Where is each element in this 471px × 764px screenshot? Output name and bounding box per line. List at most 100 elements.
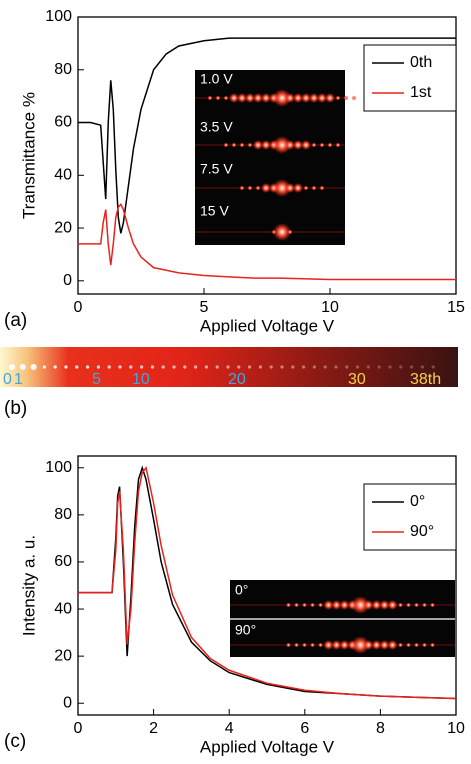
diffraction-spot <box>273 89 291 107</box>
x-tick-label: 2 <box>149 720 158 737</box>
diffraction-spot <box>335 95 341 101</box>
diffraction-spot <box>422 602 427 608</box>
diffraction-spot <box>237 93 247 103</box>
diffraction-spot <box>229 93 239 103</box>
diffraction-spot <box>430 642 435 648</box>
diffraction-spot <box>215 365 219 369</box>
order-label: 38th <box>410 371 441 388</box>
order-label: 20 <box>228 371 246 388</box>
diffraction-spot <box>253 93 263 103</box>
x-tick-label: 5 <box>200 299 209 316</box>
diffraction-spot <box>215 95 221 101</box>
diffraction-spot <box>42 365 47 369</box>
diffraction-spot <box>379 640 390 650</box>
y-tick-label: 0 <box>63 272 72 289</box>
x-tick-label: 10 <box>447 720 465 737</box>
diffraction-spot <box>245 93 255 103</box>
diffraction-spot <box>231 142 237 148</box>
x-tick-label: 0 <box>74 720 83 737</box>
diffraction-spot <box>285 93 295 103</box>
inset-label: 7.5 V <box>200 161 233 177</box>
diffraction-spot <box>96 365 100 369</box>
diffraction-spot <box>398 602 403 608</box>
diffraction-spot <box>327 142 333 148</box>
data-line <box>78 203 456 281</box>
diffraction-spot <box>285 140 295 150</box>
diffraction-spot <box>140 365 144 369</box>
diffraction-spot <box>317 93 327 103</box>
diffraction-spot <box>310 602 315 608</box>
diffraction-spot <box>302 642 307 648</box>
y-tick-label: 0 <box>63 694 72 711</box>
diffraction-spot <box>312 365 316 369</box>
x-tick-label: 8 <box>376 720 385 737</box>
y-tick-label: 80 <box>54 506 72 523</box>
legend-label: 1st <box>410 84 432 101</box>
diffraction-spot <box>64 365 68 369</box>
order-label: 5 <box>92 371 101 388</box>
diffraction-spot <box>387 640 398 650</box>
diffraction-spot <box>287 229 293 235</box>
y-tick-label: 60 <box>54 114 72 131</box>
diffraction-spot <box>310 642 315 648</box>
diffraction-spot <box>294 642 299 648</box>
x-axis-title: Applied Voltage V <box>200 316 335 335</box>
diffraction-spot <box>430 602 435 608</box>
diffraction-spot <box>294 602 299 608</box>
diffraction-spot <box>377 365 381 369</box>
diffraction-spot <box>285 183 295 193</box>
diffraction-spot <box>323 600 334 610</box>
diffraction-spot <box>406 602 411 608</box>
inset-label: 15 V <box>200 203 229 219</box>
diffraction-spot <box>150 365 154 369</box>
diffraction-spot <box>223 95 229 101</box>
data-line <box>78 37 456 234</box>
inset-label: 90° <box>235 622 256 638</box>
diffraction-spot <box>371 600 382 610</box>
panel-label: (c) <box>4 731 26 752</box>
diffraction-spot <box>226 365 230 369</box>
diffraction-spot <box>194 365 198 369</box>
diffraction-spot <box>207 95 213 101</box>
x-tick-label: 15 <box>447 299 465 316</box>
diffraction-spot <box>204 365 208 369</box>
panel-label: (a) <box>4 310 27 331</box>
diffraction-spot <box>107 365 111 369</box>
diffraction-spot <box>172 365 176 369</box>
diffraction-spot <box>388 365 392 369</box>
diffraction-spot <box>223 142 229 148</box>
plot-frame <box>77 455 457 716</box>
x-tick-label: 10 <box>321 299 339 316</box>
diffraction-spot <box>319 185 325 191</box>
diffraction-spot <box>414 642 419 648</box>
diffraction-spot <box>302 365 306 369</box>
y-axis-title: Transmittance % <box>19 92 38 219</box>
panel-label: (b) <box>4 398 27 419</box>
legend-box <box>363 483 457 551</box>
diffraction-spot <box>129 365 133 369</box>
diffraction-spot <box>118 365 122 369</box>
diffraction-spot <box>273 223 291 241</box>
diffraction-spot <box>293 183 303 193</box>
diffraction-spot <box>371 640 382 650</box>
diffraction-spot <box>247 185 253 191</box>
diffraction-spot <box>334 365 338 369</box>
diffraction-spot <box>86 365 90 369</box>
diffraction-spot <box>161 365 165 369</box>
x-tick-label: 4 <box>225 720 234 737</box>
diffraction-spot <box>291 365 295 369</box>
diffraction-spot <box>53 365 57 369</box>
diffraction-spot <box>75 365 79 369</box>
order-label: 10 <box>132 371 150 388</box>
diffraction-spot <box>301 140 311 150</box>
diffraction-spot <box>351 95 357 101</box>
order-label: 0 <box>3 371 12 388</box>
diffraction-spot <box>431 365 435 369</box>
legend-label: 0° <box>410 493 425 510</box>
diffraction-spot <box>331 640 342 650</box>
diffraction-spot <box>302 602 307 608</box>
diffraction-spot <box>237 365 241 369</box>
diffraction-spot <box>323 640 334 650</box>
diffraction-spot <box>414 602 419 608</box>
